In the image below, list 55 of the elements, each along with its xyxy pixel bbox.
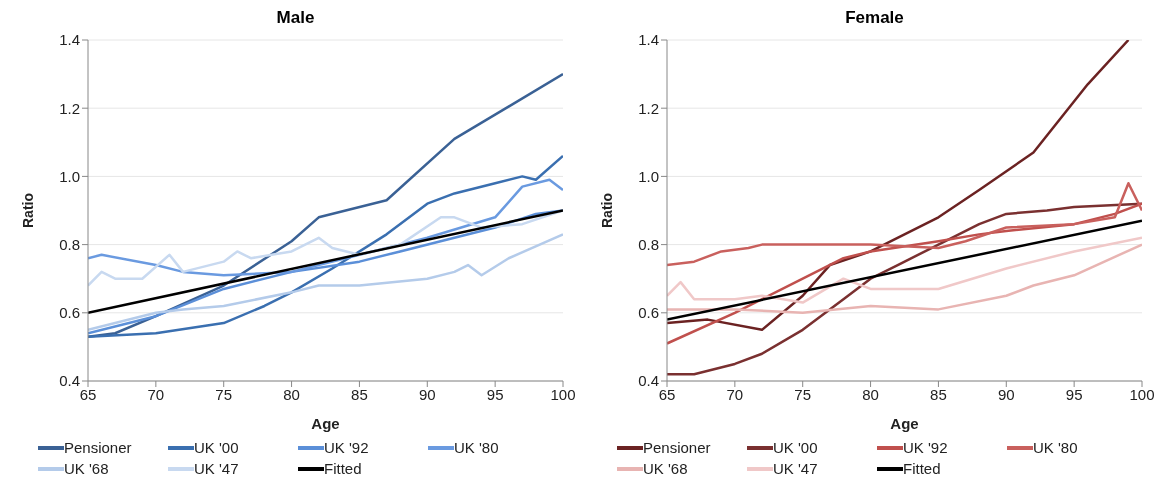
y-tick-label: 0.4 [638,372,659,390]
y-tick-label: 0.8 [638,235,659,253]
y-tick-label: 1.2 [59,99,80,117]
legend-label: UK '00 [194,439,239,456]
y-axis-title: Ratio [598,193,615,228]
y-tick-label: 0.4 [59,372,80,390]
y-tick-label: 1.2 [638,99,659,117]
x-tick-label: 100 [550,385,576,403]
x-tick-label: 95 [486,385,504,403]
x-tick-label: 65 [658,385,676,403]
x-tick-label: 70 [726,385,744,403]
chart-title: Female [844,8,905,29]
legend-label: UK '47 [773,460,818,477]
chart-title: Male [275,8,316,29]
legend-label: UK '68 [64,460,109,477]
legend-label: Fitted [903,460,941,477]
x-tick-label: 70 [147,385,165,403]
legend-label: UK '68 [643,460,688,477]
line-series [667,40,1130,332]
x-tick-label: 75 [794,385,812,403]
line-series [88,154,563,338]
x-axis-title: Age [311,415,340,432]
legend-label: Fitted [324,460,362,477]
legend-label: UK '80 [1033,439,1078,456]
legend-label: UK '00 [773,439,818,456]
x-tick-label: 100 [1129,385,1155,403]
x-tick-label: 85 [351,385,368,403]
legend-label: Pensioner [643,439,711,456]
legend-label: Pensioner [64,439,132,456]
x-tick-label: 75 [215,385,233,403]
legend-label: UK '80 [454,439,499,456]
x-tick-label: 80 [862,385,879,403]
y-tick-label: 0.6 [59,304,80,322]
legend-label: UK '92 [324,439,369,456]
x-tick-label: 65 [79,385,97,403]
line-series [667,181,1142,267]
x-tick-label: 85 [930,385,947,403]
x-tick-label: 80 [283,385,300,403]
x-tick-label: 95 [1065,385,1083,403]
y-tick-label: 0.6 [638,304,659,322]
line-series [88,233,563,332]
y-axis-title: Ratio [19,193,36,228]
line-series [667,243,1142,315]
legend-label: UK '47 [194,460,239,477]
y-tick-label: 1.4 [638,31,659,49]
x-tick-label: 90 [418,385,436,403]
y-tick-label: 0.8 [59,235,80,253]
line-series [667,236,1142,304]
y-tick-label: 1.4 [59,31,80,49]
y-tick-label: 1.0 [638,167,659,185]
x-tick-label: 90 [997,385,1015,403]
line-series [667,202,1142,376]
legend-label: UK '92 [903,439,948,456]
y-tick-label: 1.0 [59,167,80,185]
x-axis-title: Age [890,415,919,432]
